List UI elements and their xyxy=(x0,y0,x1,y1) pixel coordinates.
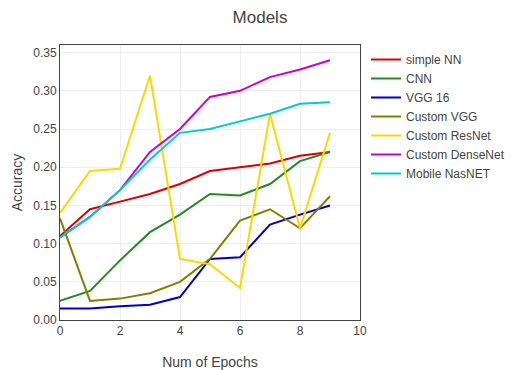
svg-text:0.35: 0.35 xyxy=(33,46,57,60)
svg-text:0: 0 xyxy=(57,324,64,338)
svg-text:CNN: CNN xyxy=(406,72,432,86)
svg-text:Mobile NasNET: Mobile NasNET xyxy=(406,167,491,181)
svg-text:10: 10 xyxy=(353,324,367,338)
svg-text:0.20: 0.20 xyxy=(33,160,57,174)
svg-text:4: 4 xyxy=(177,324,184,338)
svg-text:0.10: 0.10 xyxy=(33,237,57,251)
svg-text:6: 6 xyxy=(237,324,244,338)
svg-text:Custom DenseNet: Custom DenseNet xyxy=(406,148,505,162)
svg-text:0.25: 0.25 xyxy=(33,122,57,136)
svg-text:simple NN: simple NN xyxy=(406,53,461,67)
svg-text:8: 8 xyxy=(297,324,304,338)
svg-text:0.05: 0.05 xyxy=(33,275,57,289)
svg-text:0.00: 0.00 xyxy=(33,313,57,327)
svg-text:0.15: 0.15 xyxy=(33,199,57,213)
svg-text:Custom ResNet: Custom ResNet xyxy=(406,129,491,143)
svg-text:0.30: 0.30 xyxy=(33,84,57,98)
svg-text:Num of Epochs: Num of Epochs xyxy=(162,354,258,370)
svg-text:Models: Models xyxy=(233,8,288,27)
svg-text:Accuracy: Accuracy xyxy=(9,154,25,212)
svg-text:2: 2 xyxy=(117,324,124,338)
svg-text:VGG 16: VGG 16 xyxy=(406,91,450,105)
svg-text:Custom VGG: Custom VGG xyxy=(406,110,477,124)
